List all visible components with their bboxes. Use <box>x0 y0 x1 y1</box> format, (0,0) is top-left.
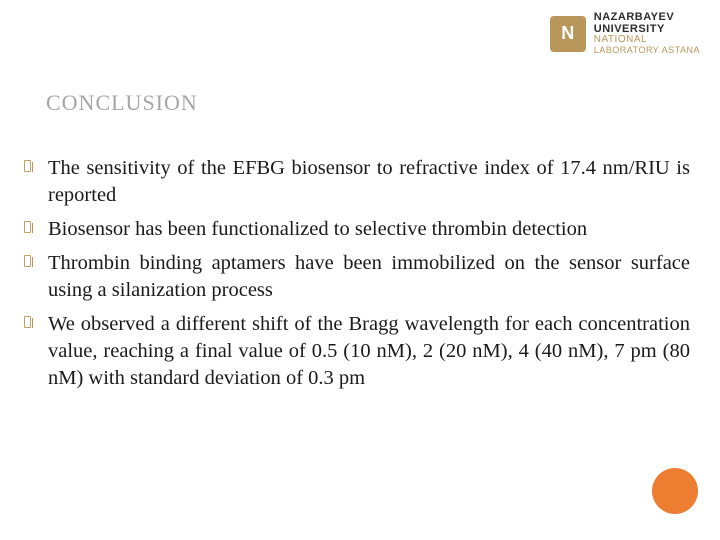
slide-title: CONCLUSION <box>46 90 198 116</box>
bullet-item: Thrombin binding aptamers have been immo… <box>24 250 690 304</box>
logo-line-4: LABORATORY ASTANA <box>594 46 700 55</box>
logo-mark-icon: N <box>550 16 586 52</box>
bullet-text: We observed a different shift of the Bra… <box>48 313 690 389</box>
logo-text-block: NAZARBAYEV UNIVERSITY NATIONAL LABORATOR… <box>594 12 700 55</box>
bullet-marker-icon <box>24 255 31 267</box>
bullet-marker-icon <box>24 316 31 328</box>
bullet-marker-icon <box>24 221 31 233</box>
accent-circle-icon <box>652 468 698 514</box>
bullet-item: We observed a different shift of the Bra… <box>24 311 690 392</box>
bullet-item: Biosensor has been functionalized to sel… <box>24 216 690 243</box>
logo-mark-letter: N <box>561 23 574 44</box>
university-logo: N NAZARBAYEV UNIVERSITY NATIONAL LABORAT… <box>550 12 700 55</box>
content-area: The sensitivity of the EFBG biosensor to… <box>24 155 690 399</box>
bullet-list: The sensitivity of the EFBG biosensor to… <box>24 155 690 392</box>
bullet-text: Biosensor has been functionalized to sel… <box>48 218 587 240</box>
bullet-marker-icon <box>24 160 31 172</box>
bullet-text: Thrombin binding aptamers have been immo… <box>48 252 690 301</box>
slide: N NAZARBAYEV UNIVERSITY NATIONAL LABORAT… <box>0 0 720 540</box>
logo-line-1: NAZARBAYEV <box>594 12 700 24</box>
bullet-item: The sensitivity of the EFBG biosensor to… <box>24 155 690 209</box>
bullet-text: The sensitivity of the EFBG biosensor to… <box>48 157 690 206</box>
